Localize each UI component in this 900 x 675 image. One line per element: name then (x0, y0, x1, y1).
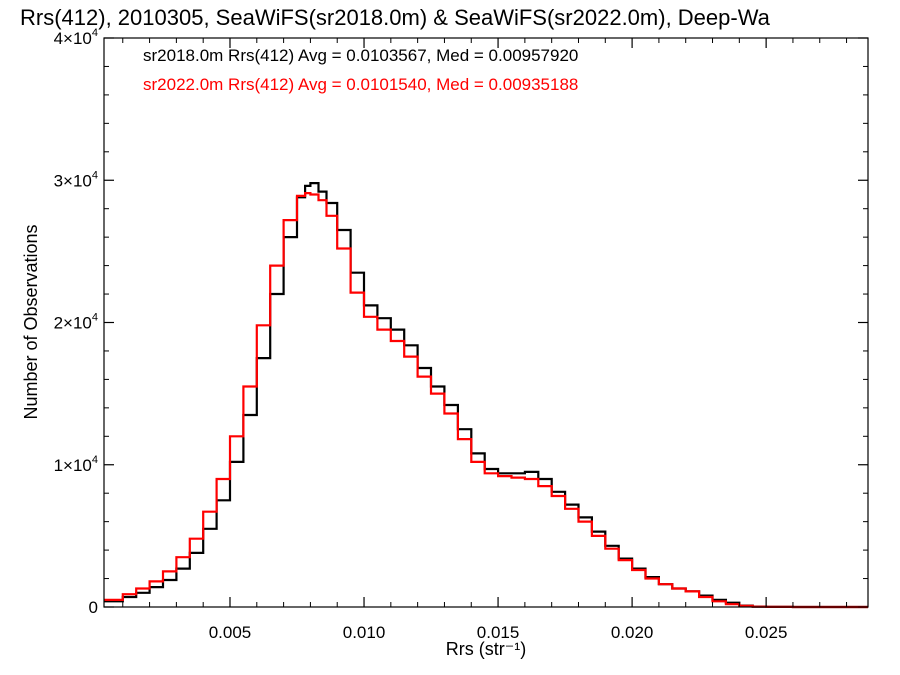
plot-series-group (104, 182, 868, 609)
x-axis: 0.005 0.010 0.015 0.020 0.025 (122, 38, 848, 642)
x-tick-label: 0.005 (209, 623, 252, 642)
y-tick-label: 3×104 (54, 169, 98, 190)
x-axis-label: Rrs (str⁻¹) (446, 639, 526, 659)
legend-entry-1: sr2018.0m Rrs(412) Avg = 0.0103567, Med … (143, 46, 578, 65)
y-axis-label: Number of Observations (21, 224, 41, 419)
series-2-line (104, 192, 868, 609)
chart-title: Rrs(412), 2010305, SeaWiFS(sr2018.0m) & … (20, 5, 771, 30)
x-tick-label: 0.025 (745, 623, 788, 642)
x-tick-label: 0.010 (343, 623, 386, 642)
y-tick-label: 4×104 (54, 27, 98, 48)
y-axis: 0 1×104 2×104 3×104 4×104 (54, 27, 868, 617)
y-tick-label: 2×104 (54, 312, 98, 333)
y-tick-label: 1×104 (54, 454, 98, 475)
x-tick-label: 0.020 (611, 623, 654, 642)
y-tick-label: 0 (89, 598, 98, 617)
legend-entry-2: sr2022.0m Rrs(412) Avg = 0.0101540, Med … (143, 75, 578, 94)
x-tick-label: 0.015 (477, 623, 520, 642)
